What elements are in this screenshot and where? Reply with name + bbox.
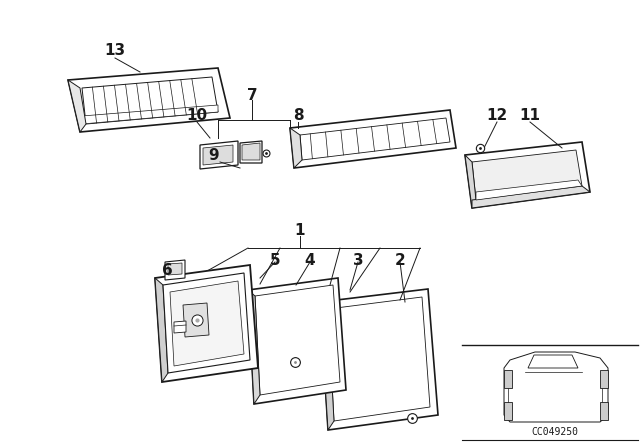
Text: 2: 2 (395, 253, 405, 267)
Polygon shape (472, 150, 582, 200)
Polygon shape (68, 68, 230, 132)
Text: 11: 11 (520, 108, 541, 122)
Polygon shape (165, 260, 185, 280)
Polygon shape (200, 141, 238, 169)
Text: 8: 8 (292, 108, 303, 122)
Bar (600, 370, 608, 388)
Text: 4: 4 (305, 253, 316, 267)
Polygon shape (240, 141, 262, 163)
Polygon shape (155, 278, 168, 382)
Polygon shape (203, 145, 233, 165)
Text: CC049250: CC049250 (531, 427, 579, 437)
Polygon shape (472, 186, 590, 208)
Polygon shape (174, 321, 186, 333)
Polygon shape (320, 302, 334, 430)
Text: 12: 12 (486, 108, 508, 122)
Polygon shape (504, 352, 608, 422)
Polygon shape (465, 142, 590, 208)
Polygon shape (328, 297, 430, 421)
Polygon shape (248, 278, 346, 404)
Bar (504, 370, 512, 388)
Text: 7: 7 (246, 87, 257, 103)
Polygon shape (155, 265, 258, 382)
Bar (504, 402, 512, 420)
Bar (600, 402, 608, 420)
Text: 9: 9 (209, 147, 220, 163)
Polygon shape (170, 281, 244, 366)
Polygon shape (82, 77, 218, 124)
Text: 5: 5 (269, 253, 280, 267)
Polygon shape (183, 303, 209, 337)
Polygon shape (465, 155, 476, 208)
Polygon shape (68, 80, 86, 132)
Polygon shape (248, 290, 260, 404)
Polygon shape (320, 289, 438, 430)
Text: 1: 1 (295, 223, 305, 237)
Polygon shape (290, 110, 456, 168)
Polygon shape (476, 180, 582, 200)
Polygon shape (300, 118, 450, 160)
Polygon shape (82, 105, 218, 124)
Polygon shape (163, 273, 250, 373)
Text: 13: 13 (104, 43, 125, 57)
Polygon shape (168, 263, 182, 275)
Polygon shape (255, 285, 340, 395)
Text: 10: 10 (186, 108, 207, 122)
Polygon shape (290, 128, 302, 168)
Text: 3: 3 (353, 253, 364, 267)
Text: 6: 6 (162, 263, 172, 277)
Polygon shape (528, 355, 578, 368)
Polygon shape (242, 143, 260, 160)
